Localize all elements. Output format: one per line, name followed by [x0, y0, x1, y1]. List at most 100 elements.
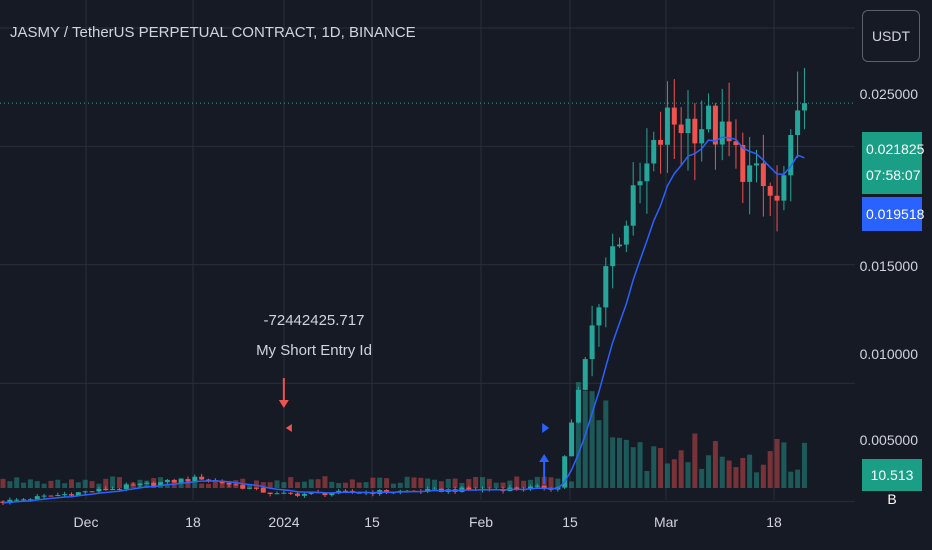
volume-bar — [651, 446, 657, 488]
candle-body — [699, 129, 705, 144]
candle-body — [82, 491, 88, 493]
candle-body — [89, 491, 95, 493]
volume-bar — [356, 482, 362, 488]
volume-bar — [459, 482, 465, 488]
volume-bar — [281, 482, 287, 488]
candle-body — [343, 490, 348, 492]
volume-bar — [301, 481, 307, 488]
volume-bar — [493, 482, 499, 488]
date-label-dec: Dec — [73, 514, 99, 530]
currency-button[interactable]: USDT — [862, 10, 920, 62]
volume-bar — [411, 477, 417, 488]
candle-body — [466, 487, 472, 490]
candle-body — [7, 499, 13, 503]
volume-bar — [370, 477, 376, 488]
candle-body — [96, 488, 102, 492]
candle-body — [308, 492, 314, 494]
volume-bar — [0, 478, 6, 488]
candle-body — [356, 492, 362, 494]
candle-body — [288, 492, 294, 494]
volume-bar — [7, 481, 13, 488]
volume-bar — [445, 478, 451, 488]
candle-body — [192, 476, 198, 482]
volume-bar — [390, 483, 396, 488]
candle-body — [534, 485, 540, 487]
volume-bar — [336, 483, 342, 488]
volume-bar — [253, 480, 259, 488]
candle-body — [226, 483, 232, 485]
candle-body — [623, 225, 629, 245]
candle-body — [199, 476, 205, 480]
volume-bar — [69, 479, 74, 488]
volume-bar — [103, 478, 109, 488]
volume-bar — [527, 479, 533, 488]
last-price-value: 0.021825 — [866, 141, 925, 157]
candle-body — [664, 107, 670, 145]
volume-bar — [521, 480, 527, 488]
volume-bar — [534, 476, 540, 488]
candle-body — [767, 186, 773, 196]
volume-bar — [260, 482, 266, 488]
candle-body — [603, 266, 609, 308]
candle-body — [69, 494, 74, 496]
volume-bar — [384, 478, 390, 488]
candle-body — [281, 492, 287, 494]
candle-body — [41, 495, 47, 497]
volume-bar — [692, 433, 698, 488]
volume-bar — [658, 447, 664, 488]
candle-body — [774, 195, 780, 201]
candle-body — [617, 244, 622, 247]
candle-body — [144, 482, 150, 484]
candle-body — [274, 493, 280, 495]
volume-bar — [110, 476, 116, 488]
candle-body — [706, 105, 712, 130]
ma-value-tag: 0.019518 — [862, 197, 924, 231]
date-label-mar: Mar — [653, 514, 679, 530]
volume-bar — [116, 477, 122, 488]
volume-bar — [82, 479, 88, 488]
date-label-jan-15: 15 — [364, 514, 380, 530]
volume-bar — [671, 459, 677, 488]
candle-body — [14, 499, 20, 501]
candle-body — [692, 118, 698, 144]
candle-body — [240, 485, 246, 489]
candle-body — [253, 487, 259, 489]
candle-body — [123, 484, 129, 489]
volume-bar — [75, 482, 81, 488]
candle-body — [260, 487, 266, 493]
volume-bar — [555, 478, 561, 488]
volume-bar — [425, 478, 431, 488]
volume-bar — [767, 451, 773, 488]
volume-bar — [548, 477, 554, 488]
candle-body — [185, 479, 191, 482]
candle-body — [137, 483, 143, 486]
volume-bar — [774, 438, 780, 488]
volume-bar — [349, 479, 355, 488]
volume-bar — [329, 481, 335, 488]
candle-body — [582, 359, 588, 390]
volume-bar — [185, 479, 191, 488]
candle-body — [781, 175, 787, 201]
short-entry-label: My Short Entry Id — [256, 342, 372, 359]
short-entry-marker — [285, 424, 292, 432]
candle-body — [795, 110, 801, 136]
volume-bar — [685, 462, 691, 488]
last-price-tag: 0.021825 07:58:07 — [862, 132, 925, 194]
candle-body — [164, 479, 170, 483]
short-entry-value: -72442425.717 — [263, 312, 365, 329]
volume-bar — [788, 471, 794, 488]
candle-body — [747, 165, 753, 182]
volume-bar — [164, 483, 170, 488]
volume-bar — [34, 481, 40, 488]
short-entry-arrow-head — [278, 400, 289, 408]
volume-bar — [315, 479, 321, 488]
moving-average-line — [2, 136, 805, 504]
volume-bar — [55, 479, 61, 488]
candle-body — [651, 139, 657, 164]
candle-body — [589, 325, 595, 360]
volume-bar — [740, 457, 746, 488]
candle-body — [425, 488, 431, 492]
volume-bar — [760, 464, 766, 488]
volume-bar — [199, 483, 205, 488]
